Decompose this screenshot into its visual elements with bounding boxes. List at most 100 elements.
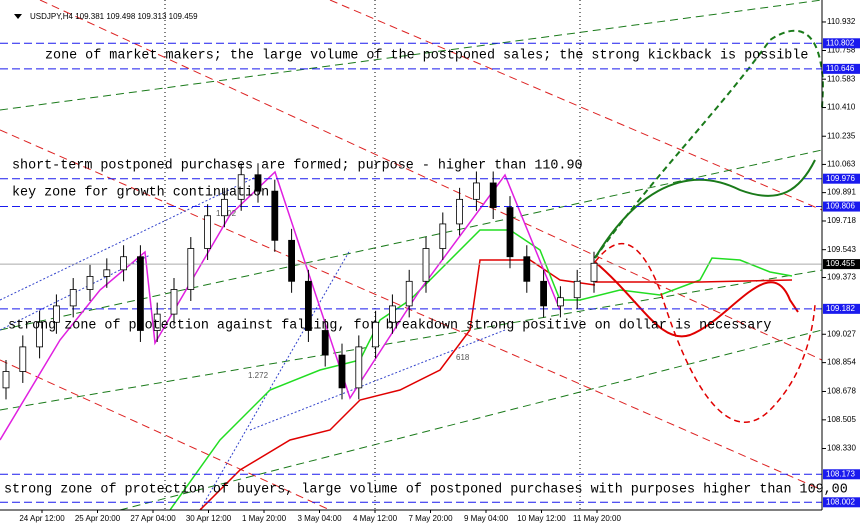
zigzag <box>0 170 561 441</box>
candle-body <box>120 256 127 271</box>
trend-line <box>249 329 506 431</box>
candle-body <box>204 215 212 249</box>
candle-body <box>405 280 413 307</box>
level-label: 108.002 <box>826 497 855 506</box>
trend-line <box>0 269 823 411</box>
candle-body <box>187 248 195 290</box>
x-tick-label: 24 Apr 12:00 <box>19 514 65 523</box>
candle-body <box>36 321 43 348</box>
header: USDJPY,H4 109.381 109.498 109.313 109.45… <box>30 12 198 21</box>
y-tick-label: 108.505 <box>827 415 856 424</box>
candle-body <box>220 198 228 217</box>
level-label: 110.646 <box>826 64 855 73</box>
candle-body <box>53 305 60 323</box>
candle-body <box>557 297 564 307</box>
annotation: key zone for growth continuation <box>12 186 269 201</box>
candle-body <box>237 174 245 200</box>
candle-body <box>540 280 547 307</box>
candle-body <box>2 371 10 389</box>
x-tick-label: 9 May 04:00 <box>464 514 509 523</box>
level-label: 109.806 <box>826 202 855 211</box>
y-tick-label: 110.235 <box>827 131 856 140</box>
candle-body <box>338 354 346 389</box>
y-tick-label: 109.027 <box>827 329 856 338</box>
level-label: 109.182 <box>826 304 855 313</box>
candle-body <box>388 305 396 323</box>
trend-line <box>0 174 261 301</box>
trend-line <box>0 129 823 491</box>
candle-body <box>271 190 279 241</box>
x-tick-label: 11 May 20:00 <box>573 514 621 523</box>
candle-body <box>321 330 329 356</box>
x-tick-label: 1 May 20:00 <box>242 514 287 523</box>
fib-label: 1.272 <box>248 371 269 380</box>
cloud-line <box>595 279 793 283</box>
y-tick-label: 109.373 <box>827 273 856 282</box>
forecast-growth <box>594 159 816 259</box>
level-box <box>823 303 860 314</box>
candle-body <box>69 289 77 307</box>
candle-body <box>254 174 262 192</box>
y-tick-label: 110.063 <box>827 160 856 169</box>
trend-line <box>329 0 823 211</box>
candle-body <box>86 275 94 290</box>
y-tick-label: 110.583 <box>827 74 856 83</box>
candle-body <box>523 256 531 282</box>
y-tick-label: 108.854 <box>827 358 856 367</box>
x-tick-label: 25 Apr 20:00 <box>75 514 121 523</box>
x-tick-label: 4 May 12:00 <box>353 514 398 523</box>
level-box <box>823 173 860 184</box>
level-label: 108.173 <box>826 469 855 478</box>
candle-body <box>19 346 27 372</box>
x-tick-label: 7 May 20:00 <box>408 514 453 523</box>
candle-body <box>456 198 464 225</box>
level-box <box>823 497 860 508</box>
candle-body <box>103 269 111 277</box>
candle-body <box>590 262 598 282</box>
level-box <box>823 469 860 480</box>
forecast-down <box>594 242 816 423</box>
last-price-box <box>823 259 860 270</box>
candle-body <box>288 239 296 282</box>
candle-body <box>422 248 430 282</box>
y-tick-label: 109.891 <box>827 188 856 197</box>
candle-body <box>573 280 581 299</box>
x-tick-label: 10 May 12:00 <box>517 514 566 523</box>
y-tick-label: 108.678 <box>827 387 856 396</box>
annotation: strong zone of protection of buyers, lar… <box>4 483 848 498</box>
trend-line <box>39 0 823 361</box>
annotation: zone of market makers; the large volume … <box>45 49 808 64</box>
candle-body <box>170 289 178 315</box>
candle-body <box>506 207 514 258</box>
marks <box>0 42 822 503</box>
level-box <box>823 201 860 212</box>
candle-body <box>489 182 497 208</box>
last-price-label: 109.455 <box>826 259 855 268</box>
y-tick-label: 110.758 <box>827 46 856 55</box>
candle-body <box>439 223 447 249</box>
trend-line <box>0 149 823 331</box>
trend-line <box>119 329 823 511</box>
level-box <box>823 63 860 74</box>
x-tick-label: 30 Apr 12:00 <box>186 514 232 523</box>
candle-body <box>304 280 312 331</box>
y-tick-label: 109.718 <box>827 216 856 225</box>
kijun-line <box>199 259 596 511</box>
forecast-fall <box>594 261 799 338</box>
x-tick-label: 3 May 04:00 <box>297 514 342 523</box>
candle-body <box>355 346 363 389</box>
x-tick-label: 27 Apr 04:00 <box>130 514 176 523</box>
y-tick-label: 110.932 <box>827 17 856 26</box>
annotation: short-term postponed purchases are forme… <box>12 159 583 174</box>
y-tick-label: 110.410 <box>827 103 856 112</box>
candle-body <box>472 182 480 200</box>
trend-line <box>0 0 823 111</box>
y-tick-label: 109.543 <box>827 245 856 254</box>
cloud-line <box>169 229 793 511</box>
level-box <box>823 38 860 49</box>
candle-body <box>372 321 380 348</box>
candle-body <box>136 256 144 331</box>
fib-label: 618 <box>456 353 470 362</box>
